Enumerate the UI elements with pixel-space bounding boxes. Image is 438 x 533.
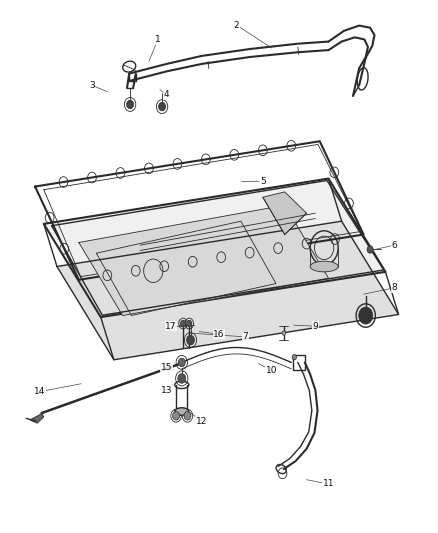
- Text: 5: 5: [260, 177, 266, 185]
- Circle shape: [187, 320, 192, 327]
- Text: 3: 3: [89, 81, 95, 90]
- Circle shape: [367, 246, 373, 253]
- Text: 14: 14: [34, 387, 45, 396]
- Text: 12: 12: [196, 417, 207, 425]
- Ellipse shape: [175, 408, 189, 415]
- Circle shape: [184, 411, 191, 420]
- Text: 13: 13: [161, 386, 172, 394]
- Circle shape: [282, 331, 286, 335]
- Circle shape: [180, 320, 186, 327]
- Text: 4: 4: [164, 91, 169, 99]
- Circle shape: [127, 100, 134, 109]
- Polygon shape: [79, 205, 328, 316]
- Polygon shape: [44, 179, 385, 317]
- Polygon shape: [263, 192, 307, 235]
- Text: 17: 17: [165, 322, 177, 330]
- Text: 1: 1: [155, 36, 161, 44]
- Circle shape: [292, 354, 297, 360]
- Circle shape: [178, 358, 185, 367]
- Text: 10: 10: [266, 366, 277, 375]
- Text: 11: 11: [323, 480, 334, 488]
- Circle shape: [359, 307, 373, 324]
- Text: 6: 6: [391, 241, 397, 249]
- Polygon shape: [57, 221, 399, 360]
- Circle shape: [159, 102, 166, 111]
- Text: 8: 8: [391, 284, 397, 292]
- Text: 9: 9: [312, 322, 318, 330]
- Text: 16: 16: [213, 330, 225, 338]
- Text: 2: 2: [234, 21, 239, 29]
- Circle shape: [187, 335, 194, 345]
- Text: 7: 7: [242, 333, 248, 341]
- Ellipse shape: [310, 261, 338, 272]
- Circle shape: [178, 374, 186, 383]
- Polygon shape: [30, 414, 44, 423]
- Circle shape: [173, 411, 180, 420]
- Text: 15: 15: [161, 364, 172, 372]
